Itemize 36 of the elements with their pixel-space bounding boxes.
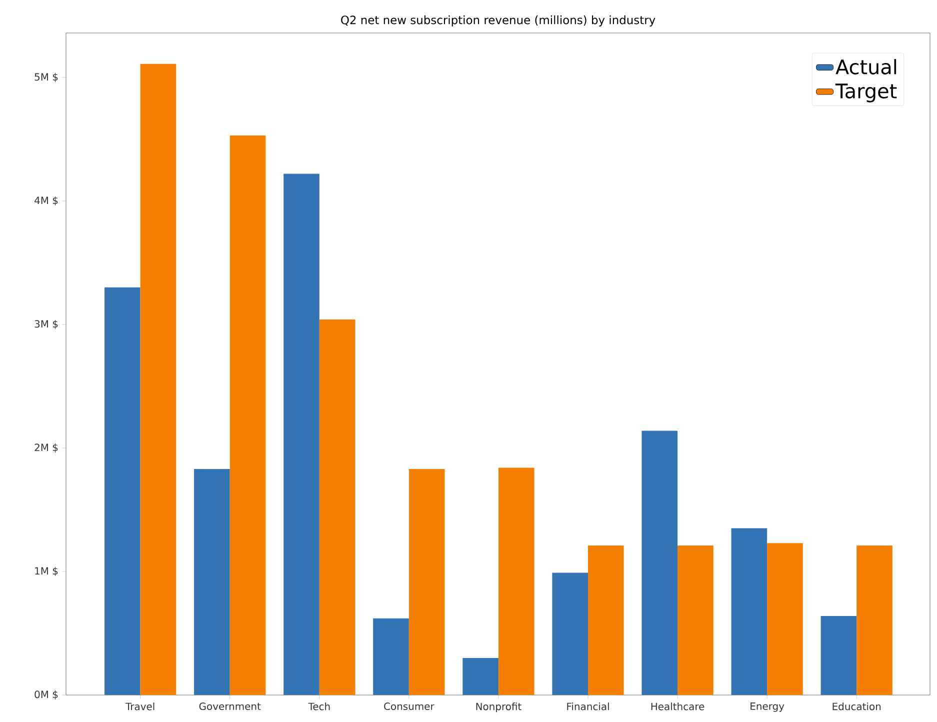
bar (642, 430, 678, 695)
bar (373, 618, 409, 695)
bar (194, 468, 230, 695)
bar (104, 287, 140, 695)
bar (856, 546, 892, 695)
x-tick-label: Travel (125, 702, 154, 710)
x-tick-label: Financial (567, 702, 609, 710)
bar (731, 528, 768, 695)
y-tick-label: 4M $ (34, 196, 58, 206)
bar (820, 616, 857, 695)
bar (678, 546, 714, 695)
bar (498, 468, 534, 695)
x-tick-label: Healthcare (651, 702, 704, 710)
x-tick-label: Energy (750, 702, 784, 712)
bar (284, 174, 320, 695)
x-tick-label: Tech (308, 702, 330, 710)
chart-title: Q2 net new subscription revenue (millions) by industry (341, 15, 656, 26)
bar (552, 572, 588, 695)
x-tick-label: Consumer (384, 702, 434, 710)
bar (462, 658, 498, 695)
legend-label: Target (835, 84, 897, 102)
bar (408, 468, 445, 695)
bar (140, 64, 176, 695)
x-tick-label: Nonprofit (476, 702, 522, 712)
y-tick-label: 1M $ (35, 566, 58, 576)
x-tick-label: Education (832, 702, 881, 710)
y-tick-label: 5M $ (34, 72, 58, 82)
legend-label: Actual (836, 59, 896, 74)
y-tick-label: 3M $ (34, 320, 58, 329)
y-tick-label: 0M $ (34, 690, 58, 700)
bar (230, 136, 266, 695)
y-tick-label: 2M $ (34, 443, 58, 453)
bar (588, 546, 624, 695)
bar (767, 543, 803, 695)
bar (319, 320, 356, 695)
x-tick-label: Government (199, 702, 261, 710)
